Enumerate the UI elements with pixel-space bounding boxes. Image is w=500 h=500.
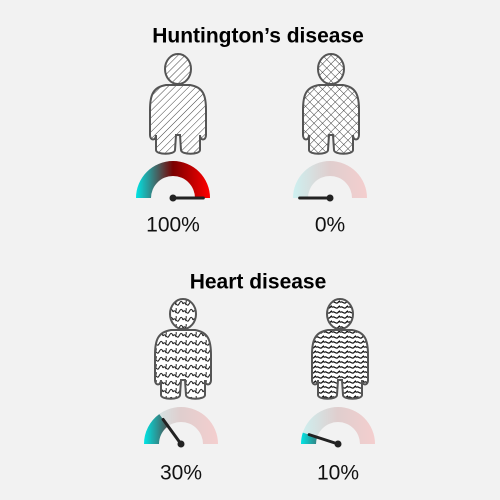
needle-hub	[334, 440, 342, 448]
value-label: 30%	[160, 462, 202, 485]
figure	[154, 298, 212, 400]
value-label: 10%	[317, 462, 359, 485]
gauge-track	[301, 407, 375, 444]
gauge-fill	[136, 161, 210, 198]
needle-hub	[177, 440, 185, 448]
value-label: 0%	[315, 214, 345, 237]
gauge-track	[293, 161, 367, 198]
needle	[161, 417, 183, 446]
figure	[302, 53, 360, 155]
gauge-fill	[301, 432, 318, 444]
section-title: Huntington’s disease	[152, 25, 364, 48]
value-label: 100%	[146, 214, 200, 237]
needle-hub	[326, 194, 334, 202]
needle	[307, 433, 340, 446]
section-title: Heart disease	[190, 271, 327, 294]
figure	[149, 53, 207, 155]
gauge-track	[144, 407, 218, 444]
needle-hub	[169, 194, 177, 202]
gauge-fill	[144, 414, 169, 444]
figure	[311, 298, 369, 400]
